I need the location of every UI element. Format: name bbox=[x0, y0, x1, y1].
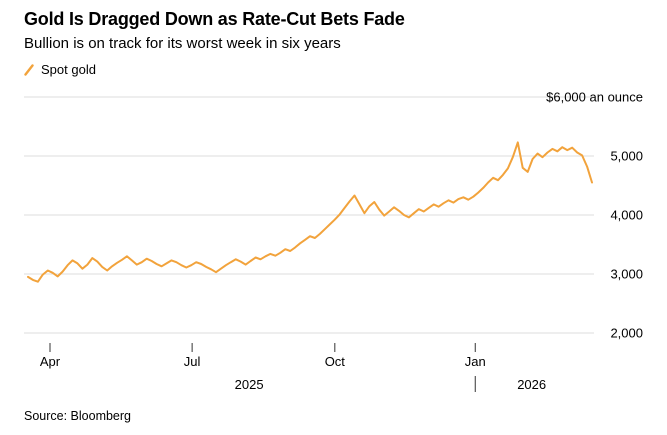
chart-subtitle: Bullion is on track for its worst week i… bbox=[24, 35, 341, 52]
spot-gold-line-icon bbox=[24, 63, 35, 76]
x-tick-label: Apr bbox=[40, 354, 61, 369]
spot-gold-price-line bbox=[27, 141, 593, 283]
source-credit: Source: Bloomberg bbox=[24, 409, 132, 423]
y-axis-label: 4,000 bbox=[610, 208, 643, 223]
legend-series-label: Spot gold bbox=[41, 62, 96, 77]
gold-price-chart: $6,000 an ounce 5,000 4,000 3,000 2,000 Apr Ju… bbox=[24, 90, 643, 392]
x-tick-label: Jan bbox=[465, 354, 486, 369]
legend-slash bbox=[24, 63, 34, 76]
x-tick-label: Jul bbox=[184, 354, 201, 369]
y-axis-label: 5,000 bbox=[610, 149, 643, 164]
y-axis-label: 3,000 bbox=[610, 267, 643, 282]
year-label: 2026 bbox=[517, 377, 546, 392]
chart-title: Gold Is Dragged Down as Rate-Cut Bets Fa… bbox=[24, 9, 405, 29]
y-axis-label: 2,000 bbox=[610, 326, 643, 341]
y-axis-label: $6,000 an ounce bbox=[546, 90, 643, 105]
x-tick-label: Oct bbox=[325, 354, 346, 369]
year-label: 2025 bbox=[235, 377, 264, 392]
legend: Spot gold bbox=[24, 62, 96, 77]
